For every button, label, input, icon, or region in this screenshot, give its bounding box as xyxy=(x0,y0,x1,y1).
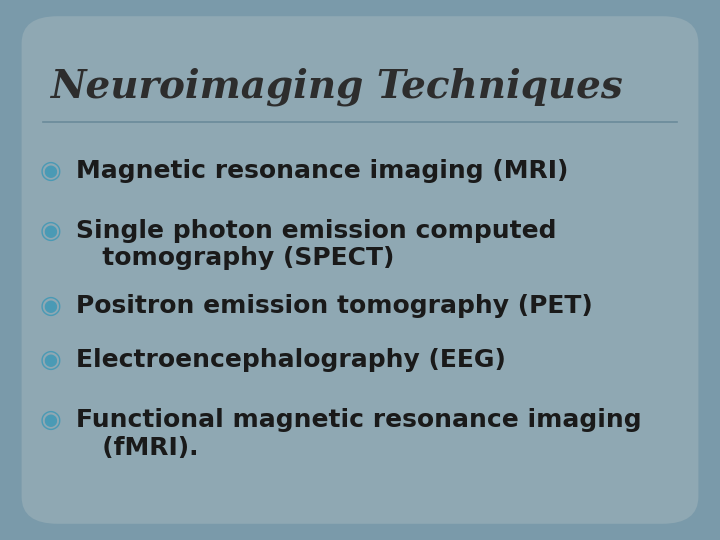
Text: ◉: ◉ xyxy=(40,408,61,431)
Text: Positron emission tomography (PET): Positron emission tomography (PET) xyxy=(76,294,593,318)
Text: ◉: ◉ xyxy=(40,348,61,372)
Text: ◉: ◉ xyxy=(40,294,61,318)
Text: ◉: ◉ xyxy=(40,159,61,183)
Text: Functional magnetic resonance imaging
   (fMRI).: Functional magnetic resonance imaging (f… xyxy=(76,408,642,460)
Text: ◉: ◉ xyxy=(40,219,61,242)
Text: Neuroimaging Techniques: Neuroimaging Techniques xyxy=(50,68,623,106)
Text: Magnetic resonance imaging (MRI): Magnetic resonance imaging (MRI) xyxy=(76,159,568,183)
Text: Electroencephalography (EEG): Electroencephalography (EEG) xyxy=(76,348,505,372)
Text: Single photon emission computed
   tomography (SPECT): Single photon emission computed tomograp… xyxy=(76,219,556,271)
